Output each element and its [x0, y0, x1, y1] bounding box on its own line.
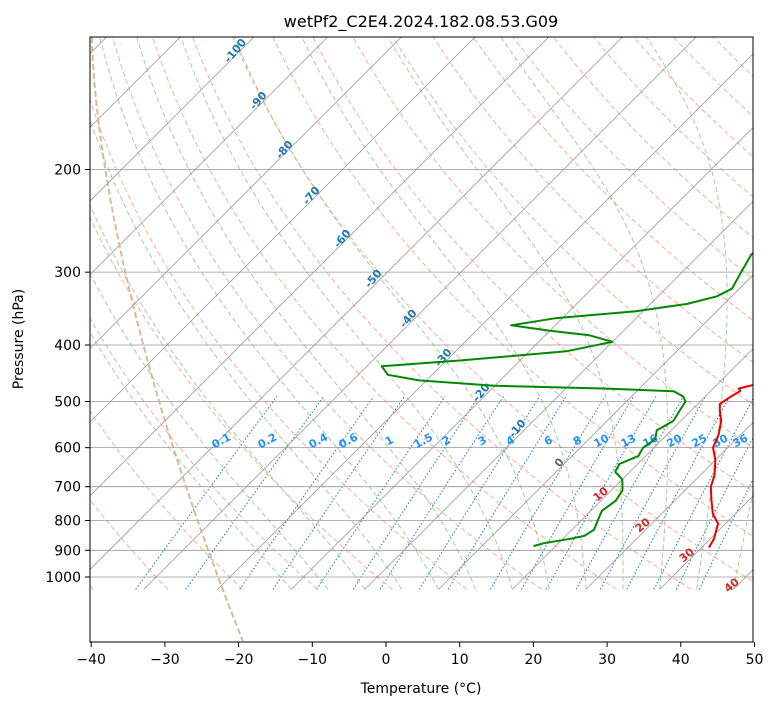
x-tick-label: −30 — [150, 652, 180, 668]
y-tick-label: 200 — [54, 163, 81, 179]
x-tick-label: −20 — [224, 652, 254, 668]
y-tick-label: 1000 — [45, 570, 81, 586]
y-tick-label: 500 — [54, 394, 81, 410]
y-tick-label: 400 — [54, 338, 81, 354]
y-tick-label: 600 — [54, 441, 81, 457]
x-tick-label: 20 — [524, 652, 542, 668]
chart-title: wetPf2_C2E4.2024.182.08.53.G09 — [284, 12, 558, 32]
x-tick-label: 10 — [451, 652, 469, 668]
x-tick-label: 30 — [598, 652, 616, 668]
x-tick-label: 0 — [382, 652, 391, 668]
y-tick-label: 700 — [54, 480, 81, 496]
x-tick-label: 50 — [746, 652, 764, 668]
x-axis-label: Temperature (°C) — [360, 681, 482, 697]
y-tick-label: 800 — [54, 514, 81, 530]
y-axis-label: Pressure (hPa) — [11, 289, 27, 389]
x-tick-label: −40 — [76, 652, 106, 668]
x-tick-label: −10 — [298, 652, 328, 668]
x-tick-label: 40 — [672, 652, 690, 668]
y-tick-label: 900 — [54, 543, 81, 559]
y-tick-label: 100 — [54, 0, 81, 3]
y-tick-label: 300 — [54, 265, 81, 281]
